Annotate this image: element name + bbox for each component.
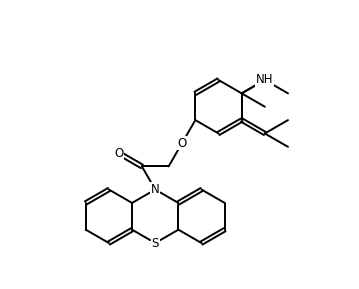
Text: O: O bbox=[114, 147, 123, 160]
Text: O: O bbox=[177, 137, 187, 150]
Text: S: S bbox=[151, 236, 159, 249]
Text: NH: NH bbox=[256, 73, 274, 86]
Text: N: N bbox=[151, 183, 160, 196]
